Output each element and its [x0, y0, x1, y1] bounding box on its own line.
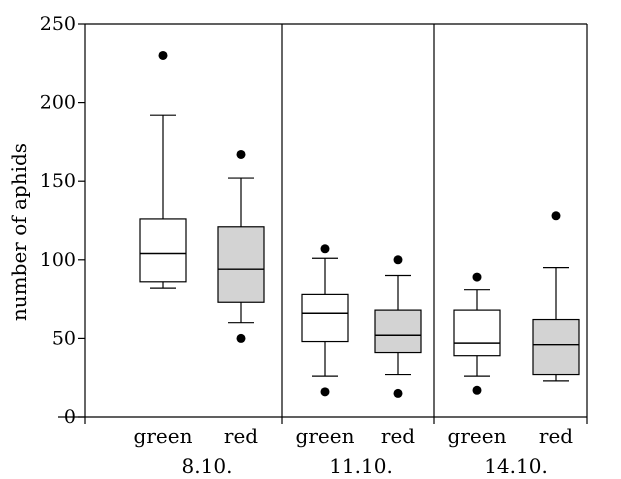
outlier-point: [393, 388, 403, 398]
box-red-14-10: [532, 211, 580, 382]
group-label: 8.10.: [182, 454, 233, 478]
x-axis: green red green red green red 8.10. 11.10. 14.10…: [58, 416, 588, 478]
box-green-14-10: [453, 272, 501, 395]
group-separators: [281, 24, 435, 417]
box-body: [301, 293, 349, 343]
box-body: [217, 226, 265, 303]
outlier-point: [393, 255, 403, 265]
box-green-11-10: [301, 244, 349, 397]
category-label: green: [134, 424, 193, 448]
box-green-8-10: [139, 50, 187, 289]
outlier-point: [236, 149, 246, 159]
plot-frame: [85, 23, 588, 417]
box-red-11-10: [374, 255, 422, 398]
outlier-point: [320, 387, 330, 397]
category-label: red: [224, 424, 258, 448]
y-tick-label: 250: [40, 13, 76, 35]
box-body: [139, 218, 187, 283]
category-label: green: [448, 424, 507, 448]
box-body: [374, 309, 422, 354]
category-label: red: [381, 424, 415, 448]
outlier-point: [472, 385, 482, 395]
outlier-point: [551, 211, 561, 221]
outlier-point: [320, 244, 330, 254]
boxes: [139, 50, 580, 398]
y-tick-label: 150: [40, 170, 76, 192]
outlier-point: [158, 50, 168, 60]
outlier-point: [236, 333, 246, 343]
box-red-8-10: [217, 149, 265, 343]
outlier-point: [472, 272, 482, 282]
y-tick-label: 200: [40, 92, 76, 114]
group-label: 11.10.: [329, 454, 393, 478]
y-axis-label: number of aphids: [7, 143, 31, 321]
group-label: 14.10.: [484, 454, 548, 478]
y-tick-label: 50: [52, 327, 76, 349]
category-label: red: [539, 424, 573, 448]
box-body: [453, 309, 501, 357]
category-label: green: [296, 424, 355, 448]
y-tick-label: 100: [40, 249, 76, 271]
box-body: [532, 318, 580, 376]
